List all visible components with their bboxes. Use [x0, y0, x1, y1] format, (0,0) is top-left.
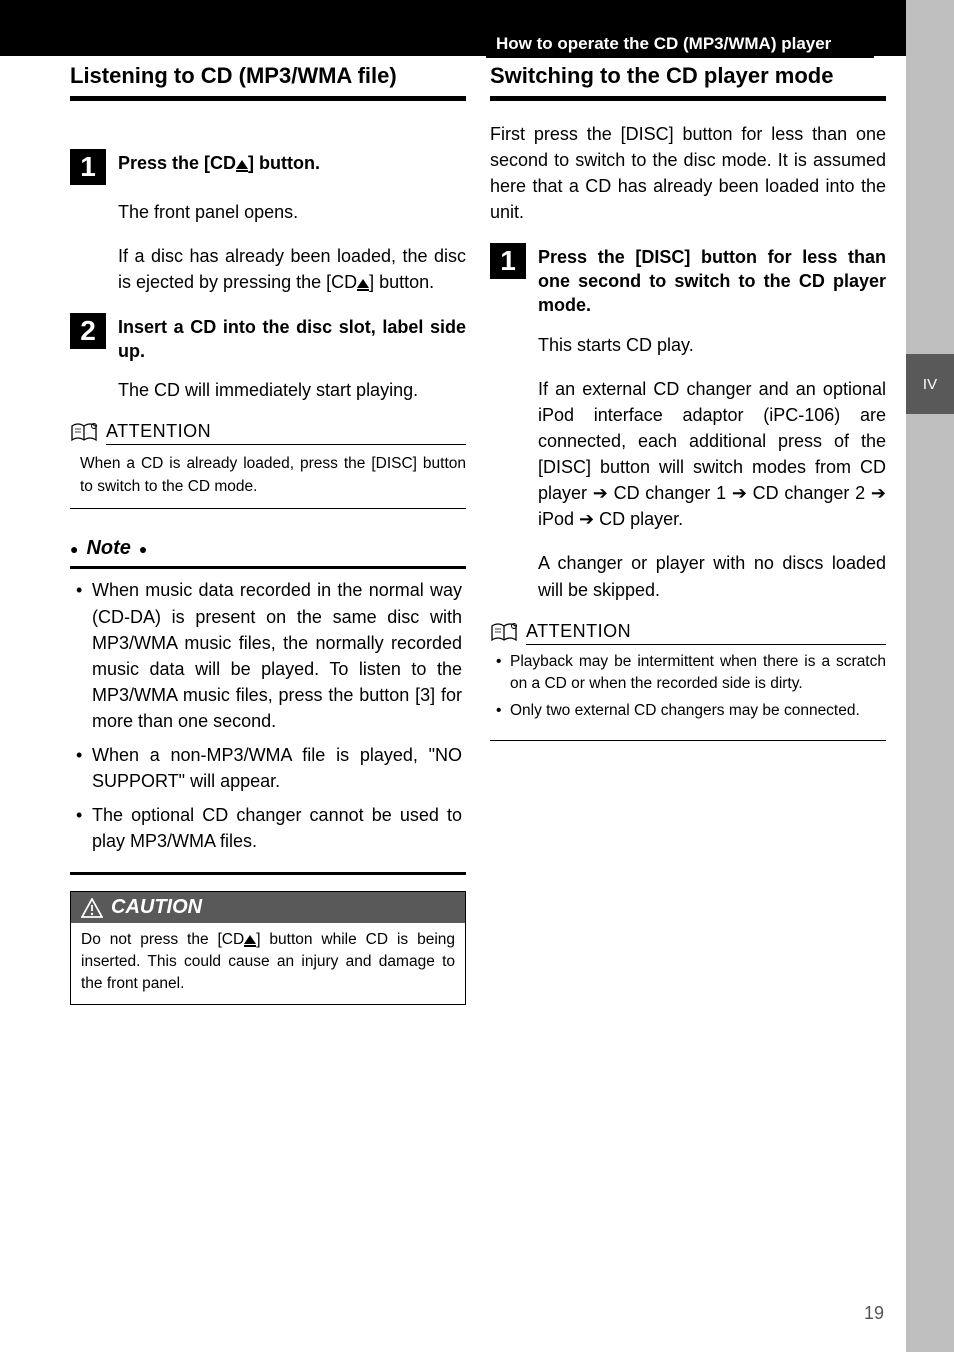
caution-box: CAUTION Do not press the [CD] button whi…	[70, 891, 466, 1005]
attention-body: When a CD is already loaded, press the […	[80, 453, 466, 498]
left-column: Listening to CD (MP3/WMA file) 1 Press t…	[70, 62, 466, 1005]
divider	[490, 740, 886, 741]
book-icon: !	[490, 622, 518, 644]
attention-header: ! ATTENTION	[70, 421, 466, 445]
divider	[70, 508, 466, 509]
page-number: 19	[864, 1303, 884, 1324]
attention-label: ATTENTION	[526, 621, 886, 645]
step-body: The CD will immediately start playing.	[118, 377, 466, 403]
side-gray-strip	[906, 0, 954, 1352]
section-label: How to operate the CD (MP3/WMA) player	[486, 30, 874, 60]
note-body: When music data recorded in the normal w…	[70, 569, 466, 872]
left-heading: Listening to CD (MP3/WMA file)	[70, 62, 466, 90]
step-body: If an external CD changer and an optiona…	[538, 376, 886, 533]
text: ] button.	[369, 272, 434, 292]
right-column: Switching to the CD player mode First pr…	[490, 62, 886, 1005]
note-item: When a non-MP3/WMA file is played, "NO S…	[74, 742, 462, 794]
attention-item: Playback may be intermittent when there …	[496, 651, 886, 696]
warning-icon	[81, 898, 103, 918]
note-header: ● Note ●	[70, 537, 466, 560]
underline	[490, 96, 886, 101]
eject-icon	[244, 935, 256, 944]
content: Listening to CD (MP3/WMA file) 1 Press t…	[70, 62, 886, 1005]
attention-header: ! ATTENTION	[490, 621, 886, 645]
step-number: 1	[70, 149, 106, 185]
step-title: Press the [CD ] button.	[118, 149, 320, 185]
svg-text:!: !	[93, 424, 94, 429]
step-body: A changer or player with no discs loaded…	[538, 550, 886, 602]
text: ] button.	[248, 153, 320, 173]
text: Do not press the [CD	[81, 931, 244, 948]
step-title: Insert a CD into the disc slot, label si…	[118, 313, 466, 364]
intro-text: First press the [DISC] button for less t…	[490, 121, 886, 225]
underline	[70, 96, 466, 101]
caution-label: CAUTION	[111, 896, 202, 919]
svg-text:!: !	[513, 624, 514, 629]
note-item: The optional CD changer cannot be used t…	[74, 802, 462, 854]
eject-icon	[357, 279, 369, 288]
step-1: 1 Press the [DISC] button for less than …	[490, 243, 886, 318]
note-label: Note	[86, 537, 130, 560]
right-heading: Switching to the CD player mode	[490, 62, 886, 90]
note-bottom-border	[70, 872, 466, 875]
step-number: 2	[70, 313, 106, 349]
step-1: 1 Press the [CD ] button.	[70, 149, 466, 185]
note-list: When music data recorded in the normal w…	[74, 577, 462, 854]
attention-label: ATTENTION	[106, 421, 466, 445]
step-number: 1	[490, 243, 526, 279]
page: IV How to operate the CD (MP3/WMA) playe…	[0, 0, 954, 1352]
bullet-icon: ●	[70, 541, 78, 557]
attention-list: Playback may be intermittent when there …	[490, 645, 886, 734]
step-body: The front panel opens.	[118, 199, 466, 225]
step-body: If a disc has already been loaded, the d…	[118, 243, 466, 295]
caution-body: Do not press the [CD] button while CD is…	[71, 923, 465, 1004]
step-title: Press the [DISC] button for less than on…	[538, 243, 886, 318]
caution-header: CAUTION	[71, 892, 465, 923]
bullet-icon: ●	[139, 541, 147, 557]
step-body: This starts CD play.	[538, 332, 886, 358]
book-icon: !	[70, 422, 98, 444]
note-item: When music data recorded in the normal w…	[74, 577, 462, 734]
text: Press the [CD	[118, 153, 236, 173]
step-2: 2 Insert a CD into the disc slot, label …	[70, 313, 466, 364]
attention-item: Only two external CD changers may be con…	[496, 700, 886, 722]
eject-icon	[236, 160, 248, 169]
side-tab: IV	[906, 354, 954, 414]
